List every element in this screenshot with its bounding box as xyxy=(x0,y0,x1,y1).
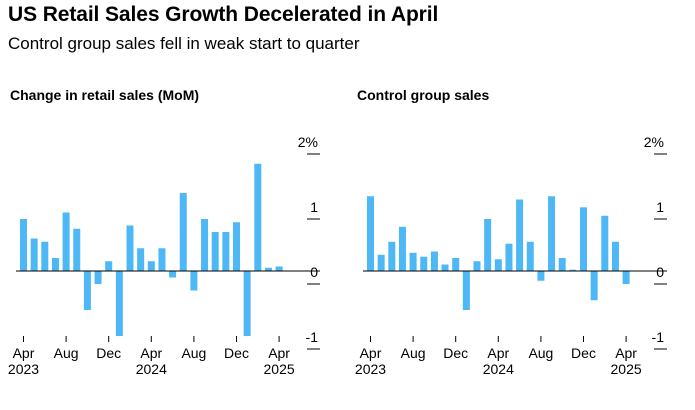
bar xyxy=(243,271,251,336)
bar xyxy=(201,219,209,271)
x-tick-month-label: Apr xyxy=(360,345,382,361)
bar xyxy=(367,196,374,271)
bar xyxy=(30,238,38,271)
x-tick-month-label: Apr xyxy=(487,345,509,361)
bar xyxy=(462,271,470,310)
x-tick-year-label: 2025 xyxy=(264,361,295,377)
retail-sales-chart-title: Change in retail sales (MoM) xyxy=(10,87,200,103)
bar xyxy=(452,258,460,271)
bar xyxy=(537,271,545,281)
x-tick-month-label: Aug xyxy=(401,345,426,361)
bar xyxy=(169,271,177,278)
bar xyxy=(115,271,123,336)
bar xyxy=(211,232,219,271)
bar xyxy=(62,212,70,271)
bar xyxy=(233,222,240,271)
page-title: US Retail Sales Growth Decelerated in Ap… xyxy=(8,3,439,26)
x-tick-month-label: Aug xyxy=(54,345,79,361)
x-tick-month-label: Dec xyxy=(96,345,121,361)
bar xyxy=(409,252,417,271)
bar xyxy=(51,258,59,271)
y-tick-label: -1 xyxy=(652,329,665,345)
bar xyxy=(20,219,27,271)
bar xyxy=(264,267,272,271)
x-tick-month-label: Apr xyxy=(268,345,290,361)
x-tick-month-label: Apr xyxy=(615,345,637,361)
bar xyxy=(484,219,492,271)
y-tick-label: 0 xyxy=(656,264,664,280)
x-tick-month-label: Dec xyxy=(443,345,468,361)
bar xyxy=(569,269,577,271)
bar xyxy=(158,248,166,271)
bar xyxy=(420,256,428,271)
bar xyxy=(73,228,81,271)
bar xyxy=(494,259,502,271)
bar xyxy=(430,251,438,271)
bar xyxy=(590,271,598,301)
y-tick-label: -1 xyxy=(306,329,319,345)
bar xyxy=(105,261,113,271)
bar xyxy=(526,241,534,271)
control-group-chart-title: Control group sales xyxy=(357,87,490,103)
x-tick-month-label: Dec xyxy=(224,345,249,361)
bar xyxy=(147,261,155,271)
bar xyxy=(611,241,619,271)
page-subtitle: Control group sales fell in weak start t… xyxy=(8,34,360,53)
bar xyxy=(254,163,262,271)
y-tick-label: 1 xyxy=(656,199,664,215)
bar xyxy=(190,271,198,291)
x-tick-month-label: Apr xyxy=(13,345,35,361)
bar xyxy=(388,241,396,271)
bar xyxy=(222,232,230,271)
x-tick-year-label: 2023 xyxy=(8,361,39,377)
y-tick-label: 1 xyxy=(310,199,318,215)
bar xyxy=(516,199,524,271)
bar xyxy=(601,215,609,271)
bar xyxy=(83,271,91,310)
bar xyxy=(548,196,556,271)
bar xyxy=(126,225,134,271)
bar xyxy=(137,248,145,271)
x-tick-year-label: 2024 xyxy=(483,361,514,377)
y-tick-label: 2% xyxy=(298,134,318,150)
x-tick-month-label: Aug xyxy=(181,345,206,361)
bar xyxy=(377,254,385,271)
x-tick-month-label: Apr xyxy=(140,345,162,361)
bar xyxy=(580,207,587,271)
bar xyxy=(275,266,283,271)
bar xyxy=(94,271,102,284)
x-tick-month-label: Aug xyxy=(528,345,553,361)
y-tick-label: 2% xyxy=(644,134,664,150)
bar xyxy=(622,271,630,284)
x-tick-month-label: Dec xyxy=(571,345,596,361)
x-tick-year-label: 2023 xyxy=(355,361,386,377)
bar xyxy=(41,241,49,271)
x-tick-year-label: 2024 xyxy=(136,361,167,377)
bar xyxy=(558,258,566,271)
bar xyxy=(398,226,406,271)
bar xyxy=(441,264,449,271)
y-tick-label: 0 xyxy=(310,264,318,280)
x-tick-year-label: 2025 xyxy=(611,361,642,377)
bar xyxy=(505,243,513,271)
bar xyxy=(179,193,187,271)
bar xyxy=(473,261,481,271)
